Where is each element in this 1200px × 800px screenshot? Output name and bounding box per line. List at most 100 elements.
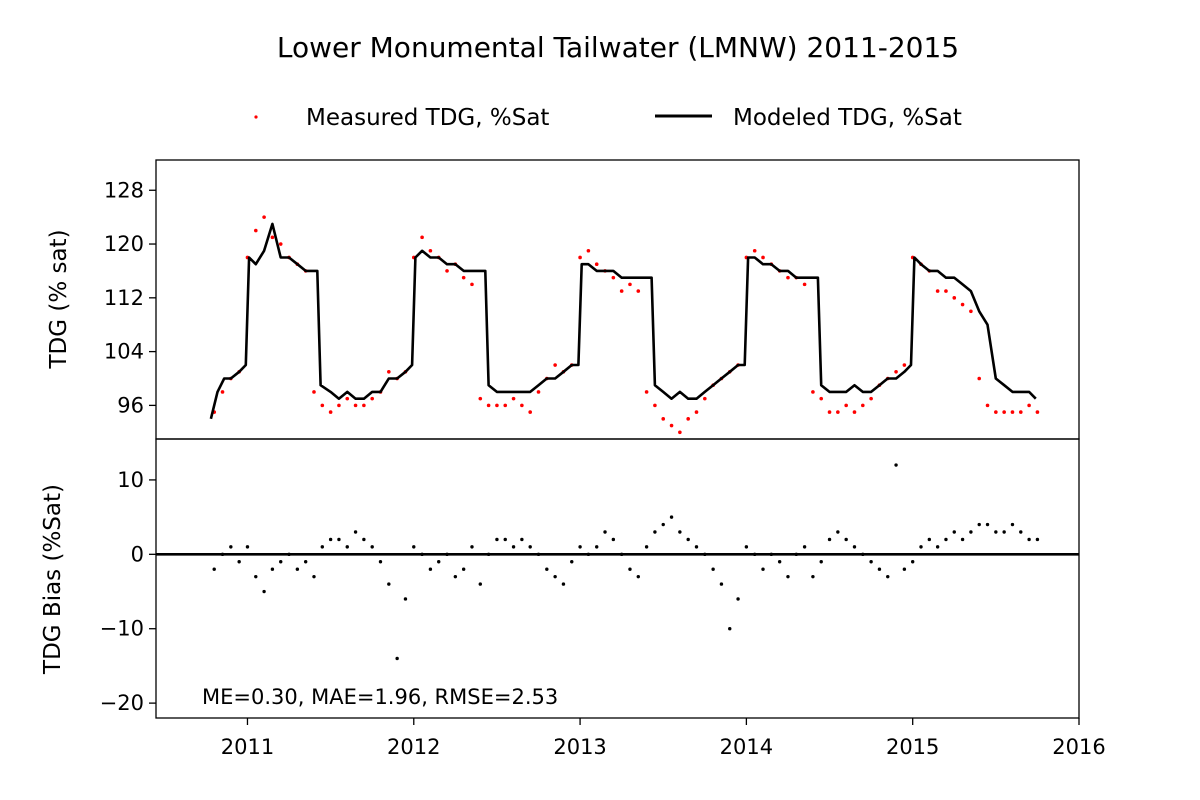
bias-point bbox=[811, 574, 815, 579]
bias-point bbox=[220, 552, 225, 557]
measured-point bbox=[636, 289, 641, 293]
measured-point bbox=[345, 396, 350, 401]
bias-point bbox=[229, 545, 233, 549]
bias-point bbox=[1002, 530, 1006, 534]
measured-point bbox=[686, 417, 690, 421]
bias-point bbox=[777, 560, 782, 564]
x-tick-label: 2011 bbox=[221, 735, 274, 759]
measured-point bbox=[511, 396, 516, 401]
measured-point bbox=[669, 423, 674, 428]
measured-point bbox=[553, 363, 557, 367]
bias-point bbox=[545, 567, 549, 571]
x-ticks: 2011 2012 2013 2014 2015 2016 bbox=[221, 718, 1106, 759]
top-y-tick-label: 112 bbox=[104, 286, 144, 310]
bias-point bbox=[686, 537, 690, 542]
x-tick-label: 2012 bbox=[387, 735, 440, 759]
measured-point bbox=[520, 403, 524, 408]
measured-point bbox=[619, 289, 624, 293]
bias-point bbox=[395, 656, 399, 661]
measured-point bbox=[802, 282, 807, 287]
bias-point bbox=[403, 597, 408, 601]
bias-point bbox=[703, 552, 707, 557]
error-statistics: ME=0.30, MAE=1.96, RMSE=2.53 bbox=[202, 685, 558, 709]
top-plot-frame bbox=[155, 159, 1080, 440]
bias-series bbox=[212, 463, 1040, 661]
top-y-tick-label: 120 bbox=[104, 232, 144, 256]
bias-point bbox=[761, 567, 765, 571]
bias-point bbox=[960, 537, 965, 542]
measured-point bbox=[420, 235, 424, 240]
bias-point bbox=[295, 567, 300, 571]
measured-point bbox=[445, 269, 449, 273]
measured-point bbox=[994, 410, 998, 414]
bias-point bbox=[362, 537, 366, 542]
bias-point bbox=[478, 582, 482, 586]
bias-point bbox=[603, 530, 607, 534]
bias-point bbox=[844, 537, 848, 542]
measured-point bbox=[370, 396, 374, 401]
measured-series bbox=[212, 215, 1040, 435]
legend-measured-marker bbox=[254, 115, 258, 119]
bias-point bbox=[678, 530, 682, 534]
bias-point bbox=[619, 552, 624, 557]
measured-point bbox=[827, 410, 832, 414]
bias-point bbox=[528, 545, 532, 549]
bias-point bbox=[944, 537, 948, 542]
measured-point bbox=[503, 403, 508, 408]
measured-point bbox=[811, 390, 815, 394]
measured-point bbox=[486, 403, 491, 408]
measured-point bbox=[270, 235, 275, 240]
top-y-axis-label: TDG (% sat) bbox=[46, 229, 72, 369]
bias-point bbox=[328, 537, 333, 542]
measured-point bbox=[1018, 410, 1023, 414]
top-y-tick-label: 104 bbox=[104, 340, 144, 364]
bias-point bbox=[412, 545, 416, 549]
measured-point bbox=[528, 410, 532, 414]
legend-modeled-label: Modeled TDG, %Sat bbox=[733, 105, 962, 131]
bias-point bbox=[919, 545, 923, 549]
measured-point bbox=[644, 390, 649, 394]
bias-point bbox=[320, 545, 325, 549]
measured-point bbox=[902, 363, 907, 367]
measured-point bbox=[786, 275, 790, 280]
measured-point bbox=[661, 417, 666, 421]
bias-point bbox=[802, 545, 807, 549]
measured-point bbox=[262, 215, 266, 219]
bias-point bbox=[237, 560, 241, 564]
bias-point bbox=[353, 530, 358, 534]
measured-point bbox=[894, 369, 898, 374]
measured-point bbox=[337, 403, 341, 408]
bias-point bbox=[553, 574, 557, 579]
measured-point bbox=[253, 228, 258, 233]
bias-point bbox=[1027, 537, 1031, 542]
bias-point bbox=[927, 537, 932, 542]
bias-point bbox=[279, 560, 283, 564]
bias-point bbox=[852, 545, 857, 549]
bottom-y-axis-label: TDG Bias (%Sat) bbox=[40, 484, 66, 675]
measured-point bbox=[869, 396, 873, 401]
bias-point bbox=[985, 522, 990, 527]
bias-point bbox=[511, 545, 516, 549]
bias-point bbox=[262, 589, 266, 594]
measured-point bbox=[703, 396, 707, 401]
bias-point bbox=[420, 552, 424, 557]
x-tick-label: 2013 bbox=[553, 735, 606, 759]
bias-point bbox=[728, 627, 732, 631]
bottom-plot-frame bbox=[155, 438, 1080, 719]
bottom-y-tick-label: 0 bbox=[131, 542, 144, 566]
bias-point bbox=[561, 582, 566, 586]
bias-point bbox=[636, 574, 640, 579]
measured-point bbox=[985, 403, 990, 408]
measured-point bbox=[977, 376, 982, 381]
bias-point bbox=[1019, 530, 1023, 534]
measured-point bbox=[678, 430, 682, 435]
measured-point bbox=[328, 410, 333, 414]
measured-point bbox=[220, 390, 225, 394]
measured-point bbox=[495, 403, 499, 408]
bias-point bbox=[503, 537, 507, 542]
measured-point bbox=[278, 242, 283, 246]
bias-point bbox=[595, 545, 599, 549]
measured-point bbox=[819, 396, 824, 401]
bias-point bbox=[486, 552, 491, 557]
bias-point bbox=[836, 530, 840, 534]
